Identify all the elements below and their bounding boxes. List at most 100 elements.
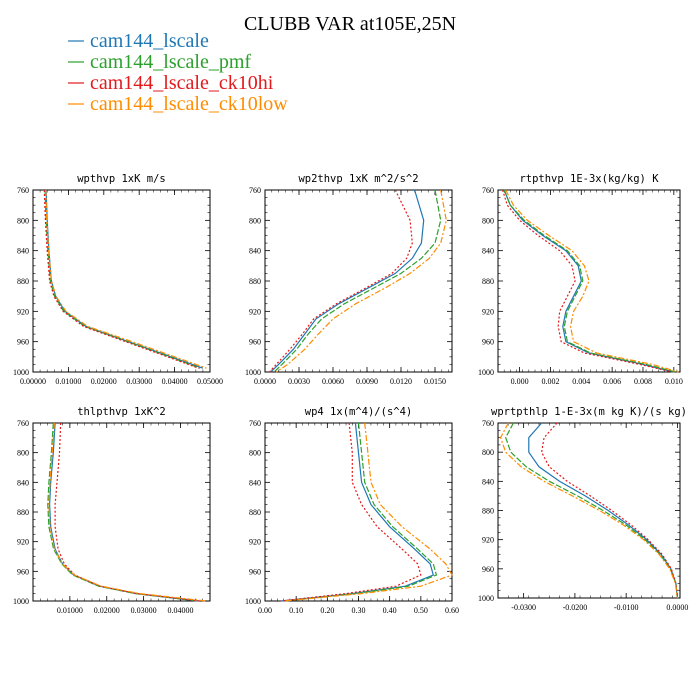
x-tick-label: 0.002: [541, 377, 559, 386]
y-tick-label: 1000: [245, 597, 261, 606]
x-tick-label: 0.04000: [162, 377, 188, 386]
y-tick-label: 1000: [13, 597, 29, 606]
panels: wpthvp 1xK m/s76080084088092096010000.00…: [13, 173, 688, 615]
legend-label: cam144_lscale: [90, 30, 209, 52]
panel: rtpthvp 1E-3x(kg/kg) K 760 800 840 880 920 960…: [478, 173, 683, 386]
y-tick-label: 880: [482, 277, 494, 286]
y-tick-label: 880: [17, 508, 29, 517]
series-line-cam144_lscale_ck10low: [499, 422, 678, 599]
y-tick-label: 840: [482, 247, 494, 256]
y-tick-label: 1000: [478, 594, 494, 603]
series-line-cam144_lscale_pmf: [44, 189, 201, 369]
series-line-cam144_lscale_pmf: [47, 422, 199, 602]
y-tick-label: 760: [249, 419, 261, 428]
series-line-cam144_lscale: [503, 189, 674, 373]
panel: wprtpthlp 1-E-3x(m kg K)/(s kg)760 800 840…: [478, 406, 688, 612]
legend-label: cam144_lscale_ck10low: [90, 93, 288, 115]
series-line-cam144_lscale_ck10hi: [269, 189, 413, 373]
panel-title: wp4 1x(m^4)/(s^4): [305, 406, 412, 418]
series-line-cam144_lscale: [48, 422, 199, 602]
y-tick-label: 920: [17, 307, 29, 316]
series-line-cam144_lscale_pmf: [273, 189, 442, 373]
x-tick-label: -0.0100: [614, 603, 639, 612]
y-tick-label: 920: [249, 307, 261, 316]
y-tick-label: 760: [249, 186, 261, 195]
x-tick-label: 0.004: [572, 377, 590, 386]
legend-label: cam144_lscale_ck10hi: [90, 72, 274, 94]
x-tick-label: 0.03000: [131, 606, 157, 615]
series-line-cam144_lscale_pmf: [283, 422, 438, 602]
series-line-cam144_lscale: [528, 422, 678, 599]
x-tick-label: -0.0300: [511, 603, 536, 612]
legend-label: cam144_lscale_pmf: [90, 51, 251, 73]
x-tick-label: 0.010: [665, 377, 683, 386]
y-tick-label: 960: [17, 338, 29, 347]
x-tick-label: 0.0090: [356, 377, 378, 386]
x-tick-label: 0.02000: [91, 377, 117, 386]
series-line-cam144_lscale_pmf: [505, 422, 678, 599]
panel-title: thlpthvp 1xK^2: [77, 406, 166, 418]
x-tick-label: 0.02000: [94, 606, 120, 615]
series-line-cam144_lscale_ck10hi: [502, 189, 673, 373]
x-tick-label: 0.0030: [288, 377, 310, 386]
y-tick-label: 800: [17, 449, 29, 458]
x-tick-label: 0.03000: [126, 377, 152, 386]
y-tick-label: 800: [249, 216, 261, 225]
x-tick-label: 0.60: [445, 606, 459, 615]
series-line-cam144_lscale_ck10low: [283, 422, 453, 602]
y-tick-label: 800: [17, 216, 29, 225]
plot-frame: [32, 422, 211, 602]
x-tick-label: 0.0150: [424, 377, 446, 386]
x-tick-label: 0.006: [603, 377, 621, 386]
x-tick-label: -0.0200: [563, 603, 588, 612]
y-tick-label: 1000: [245, 368, 261, 377]
x-tick-label: 0.0000: [254, 377, 276, 386]
panel: wpthvp 1xK m/s 760 800 840 880 920 960 10000.00…: [13, 173, 223, 386]
y-tick-label: 920: [482, 536, 494, 545]
y-tick-label: 920: [17, 538, 29, 547]
x-tick-label: 0.01000: [57, 606, 83, 615]
y-tick-label: 1000: [13, 368, 29, 377]
panel: wp2thvp 1xK m^2/s^2 760 800 840 880 920 960 100…: [245, 173, 453, 386]
x-tick-label: 0.0120: [390, 377, 412, 386]
x-tick-label: 0.04000: [168, 606, 194, 615]
x-tick-label: 0.10: [289, 606, 303, 615]
figure-title: CLUBB VAR at105E,25N: [244, 13, 456, 35]
series-line-cam144_lscale: [270, 189, 425, 373]
series-line-cam144_lscale_ck10low: [275, 189, 447, 373]
y-tick-label: 960: [249, 567, 261, 576]
y-tick-label: 800: [482, 216, 494, 225]
y-tick-label: 960: [482, 338, 494, 347]
x-tick-label: 0.05000: [197, 377, 223, 386]
y-tick-label: 840: [249, 478, 261, 487]
y-tick-label: 840: [249, 247, 261, 256]
x-tick-label: 0.50: [414, 606, 428, 615]
y-tick-label: 1000: [478, 368, 494, 377]
y-tick-label: 800: [249, 449, 261, 458]
plot-frame: [497, 422, 681, 599]
x-tick-label: 0.0000: [666, 603, 688, 612]
x-tick-label: 0.30: [352, 606, 366, 615]
panel-title: rtpthvp 1E-3x(kg/kg) K: [519, 173, 659, 185]
series-line-cam144_lscale: [280, 422, 435, 602]
y-tick-label: 840: [17, 247, 29, 256]
y-tick-label: 760: [17, 186, 29, 195]
y-tick-label: 800: [482, 448, 494, 457]
series-line-cam144_lscale_ck10hi: [540, 422, 678, 599]
x-tick-label: 0.000: [511, 377, 529, 386]
plot-frame: [497, 189, 681, 373]
x-tick-label: 0.00000: [20, 377, 46, 386]
x-tick-label: 0.01000: [55, 377, 81, 386]
panel: wp4 1x(m^4)/(s^4)76080084088092096010000…: [245, 406, 459, 615]
y-tick-label: 880: [482, 507, 494, 516]
panel-title: wpthvp 1xK m/s: [77, 173, 166, 185]
series-line-cam144_lscale_ck10hi: [54, 422, 200, 602]
y-tick-label: 840: [17, 478, 29, 487]
x-tick-label: 0.00: [258, 606, 272, 615]
x-tick-label: 0.20: [320, 606, 334, 615]
plot-frame: [32, 189, 211, 373]
series-line-cam144_lscale_ck10hi: [280, 422, 422, 602]
legend: cam144_lscalecam144_lscale_pmfcam144_lsc…: [68, 30, 288, 115]
y-tick-label: 760: [482, 186, 494, 195]
